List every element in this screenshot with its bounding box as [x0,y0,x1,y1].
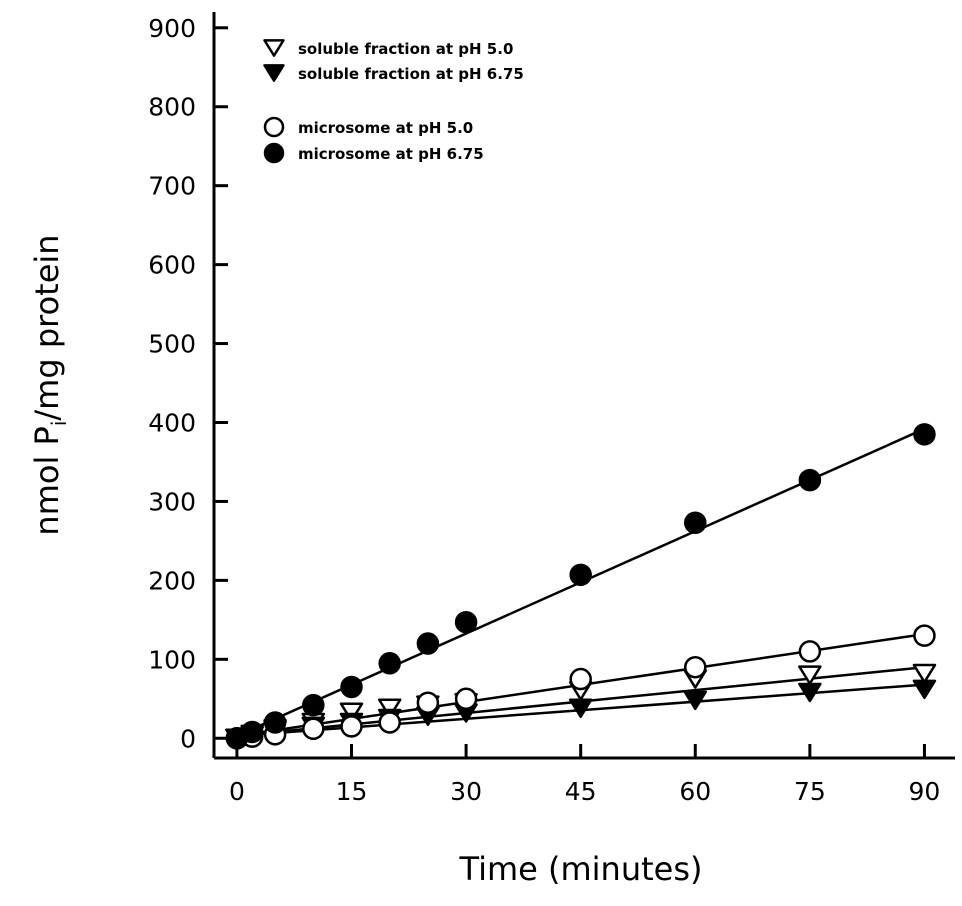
data-point [302,717,325,741]
axes [212,12,955,760]
data-point [912,663,937,684]
y-tick-label: 600 [148,251,196,280]
data-point [263,39,285,57]
legend-label: soluble fraction at pH 6.75 [298,65,524,83]
x-tick-label: 60 [679,777,711,806]
data-point [378,652,401,675]
legend-label: microsome at pH 6.75 [298,145,484,163]
data-point [569,667,592,691]
data-point [378,711,401,734]
x-tick-label: 15 [336,777,368,806]
y-axis-title-prefix: nmol P [28,426,66,535]
data-point [798,640,822,663]
data-markers [225,423,937,750]
data-point [454,610,478,634]
data-point [683,690,708,711]
y-tick-label: 500 [148,330,196,359]
data-point [416,691,440,714]
legend-label: microsome at pH 5.0 [298,119,473,137]
x-tick-label: 30 [450,777,482,806]
y-tick-labels: 0 100 200 300 400 500 600 700 800 900 [148,14,196,753]
x-axis-title: Time (minutes) [459,850,703,888]
data-point [377,698,402,719]
y-axis-title: nmol Pi/mg protein [28,234,71,535]
data-point [302,693,325,717]
data-point [569,563,592,587]
y-tick-label: 800 [148,93,196,122]
x-tick-labels: 0 15 30 45 60 75 90 [229,777,940,806]
y-tick-label: 100 [148,645,196,674]
y-axis-title-subscript: i [47,421,71,427]
data-point [568,698,593,719]
y-tick-label: 900 [148,14,196,43]
data-point [263,711,287,734]
data-point [416,632,440,655]
data-point [912,679,937,700]
data-point [913,624,936,647]
y-axis-title-suffix: /mg protein [28,234,66,420]
y-tick-label: 700 [148,172,196,201]
data-point [798,468,822,492]
data-point [339,702,364,722]
data-point [684,511,707,535]
data-point [684,655,707,679]
data-point [263,116,285,138]
data-point [340,715,363,738]
data-point [798,682,822,703]
legend-label: soluble fraction at pH 5.0 [298,40,513,58]
legend-item: microsome at pH 6.75 [263,142,484,164]
y-tick-label: 200 [148,566,196,595]
data-point [340,675,363,699]
y-tick-label: 0 [180,724,196,753]
x-tick-label: 75 [794,777,826,806]
y-tick-label: 400 [148,408,196,437]
x-tick-label: 0 [229,777,245,806]
data-point [454,687,478,711]
legend-item: soluble fraction at pH 6.75 [263,64,524,83]
y-tick-label: 300 [148,487,196,516]
x-tick-label: 45 [565,777,597,806]
series-markers [225,423,936,750]
data-point [263,64,285,82]
legend-item: microsome at pH 5.0 [263,116,473,138]
legend: soluble fraction at pH 5.0 soluble fracti… [263,39,524,164]
legend-item: soluble fraction at pH 5.0 [263,39,513,58]
data-point [913,423,936,446]
data-point [798,665,822,685]
x-tick-label: 90 [909,777,941,806]
data-point [240,720,264,744]
data-point [263,142,285,164]
